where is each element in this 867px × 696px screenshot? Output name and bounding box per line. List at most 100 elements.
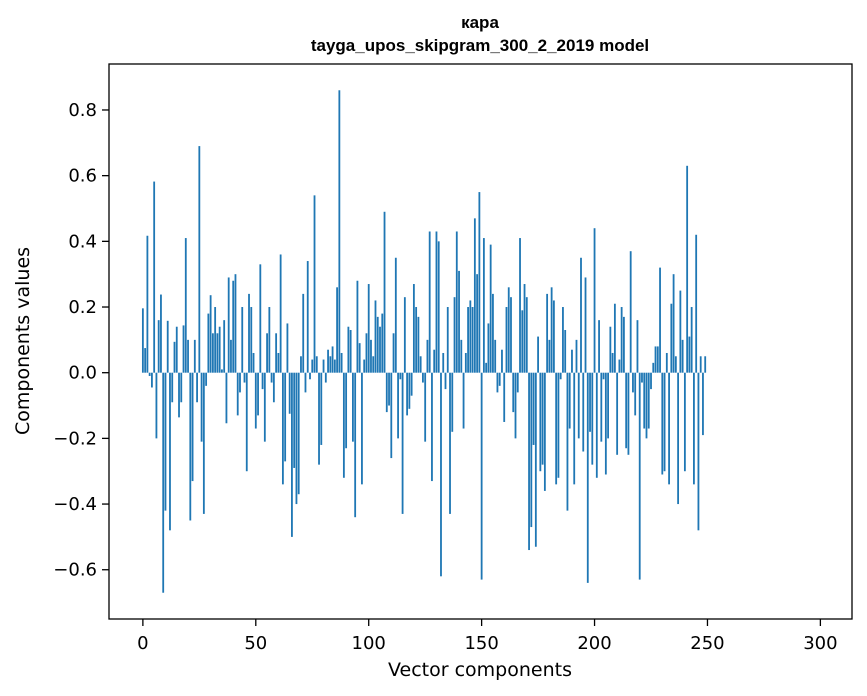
bar-179 — [546, 293, 549, 373]
bar-71 — [302, 293, 305, 373]
bar-235 — [672, 274, 675, 373]
bar-166 — [516, 372, 519, 393]
bar-4 — [151, 372, 153, 388]
bar-75 — [311, 359, 314, 373]
bar-40 — [232, 280, 235, 373]
bar-26 — [200, 372, 203, 442]
bar-100 — [367, 284, 370, 373]
bar-246 — [697, 372, 700, 531]
bar-series — [141, 90, 707, 593]
bar-57 — [270, 372, 273, 383]
bar-55 — [266, 333, 268, 373]
bar-114 — [399, 372, 402, 380]
bar-42 — [236, 372, 239, 416]
bar-221 — [641, 372, 643, 383]
bar-161 — [505, 307, 508, 373]
bar-199 — [591, 372, 594, 465]
bar-139 — [455, 231, 458, 373]
bar-70 — [300, 356, 302, 373]
y-tick-label: −0.4 — [53, 494, 97, 515]
bar-209 — [613, 303, 616, 373]
bar-162 — [507, 287, 510, 373]
y-tick-label: 0.2 — [68, 297, 97, 318]
bar-121 — [415, 307, 418, 373]
x-tick-label: 150 — [464, 633, 498, 654]
bar-54 — [263, 372, 266, 442]
bar-243 — [690, 307, 693, 373]
x-tick-label: 200 — [577, 633, 611, 654]
bar-48 — [250, 307, 253, 373]
bar-76 — [313, 195, 316, 373]
bar-184 — [557, 372, 560, 478]
y-tick-label: −0.6 — [53, 560, 97, 581]
bar-106 — [381, 313, 384, 373]
bar-226 — [652, 362, 655, 373]
bar-24 — [196, 372, 198, 403]
bar-101 — [370, 339, 372, 373]
bar-50 — [254, 372, 257, 429]
bar-200 — [593, 228, 596, 373]
bar-88 — [340, 352, 343, 373]
bar-35 — [221, 369, 223, 373]
bar-38 — [227, 277, 230, 373]
bar-172 — [530, 372, 533, 528]
bar-170 — [525, 297, 528, 373]
bar-7 — [157, 320, 160, 373]
bar-37 — [225, 372, 228, 424]
bar-241 — [686, 165, 689, 373]
bar-9 — [162, 372, 165, 593]
bar-169 — [523, 284, 526, 373]
bar-244 — [693, 372, 695, 485]
bar-19 — [184, 238, 187, 373]
bar-17 — [180, 372, 183, 403]
bar-137 — [451, 372, 454, 432]
bar-191 — [573, 372, 576, 485]
bar-160 — [503, 372, 506, 422]
y-tick-label: 0.6 — [68, 166, 97, 187]
bar-231 — [663, 372, 666, 472]
bar-95 — [356, 280, 359, 373]
bar-123 — [419, 356, 422, 373]
bar-3 — [148, 372, 151, 376]
bar-197 — [586, 372, 589, 583]
bar-111 — [392, 333, 395, 373]
bar-89 — [342, 372, 345, 478]
bar-105 — [379, 326, 381, 373]
bar-242 — [688, 336, 691, 373]
y-tick-label: 0.8 — [68, 100, 97, 121]
bar-148 — [476, 274, 479, 373]
bar-82 — [327, 349, 329, 373]
bar-216 — [629, 251, 632, 373]
bar-213 — [623, 316, 625, 373]
bar-247 — [699, 356, 702, 373]
bar-185 — [559, 372, 562, 380]
bar-91 — [347, 326, 350, 373]
bar-110 — [390, 372, 393, 459]
bar-87 — [338, 90, 341, 373]
bar-136 — [449, 372, 451, 514]
bar-183 — [555, 372, 558, 485]
bar-60 — [277, 352, 280, 373]
bar-201 — [595, 372, 598, 478]
bar-131 — [437, 241, 440, 373]
y-tick-label: 0.4 — [68, 231, 97, 252]
bar-240 — [683, 372, 686, 472]
bar-41 — [234, 274, 237, 373]
bar-49 — [252, 352, 255, 373]
bar-215 — [627, 372, 630, 455]
bar-143 — [464, 352, 467, 373]
bar-34 — [218, 326, 221, 373]
bar-189 — [568, 372, 571, 429]
bar-32 — [214, 307, 217, 373]
bar-81 — [324, 372, 327, 383]
bar-175 — [537, 336, 539, 373]
y-axis-label: Components values — [12, 247, 34, 435]
bar-141 — [460, 339, 463, 373]
bar-12 — [169, 372, 171, 531]
bar-171 — [528, 372, 530, 551]
bar-232 — [665, 352, 668, 373]
bar-94 — [354, 372, 357, 518]
bar-150 — [480, 372, 483, 580]
bar-92 — [349, 330, 352, 373]
bar-145 — [469, 300, 472, 373]
